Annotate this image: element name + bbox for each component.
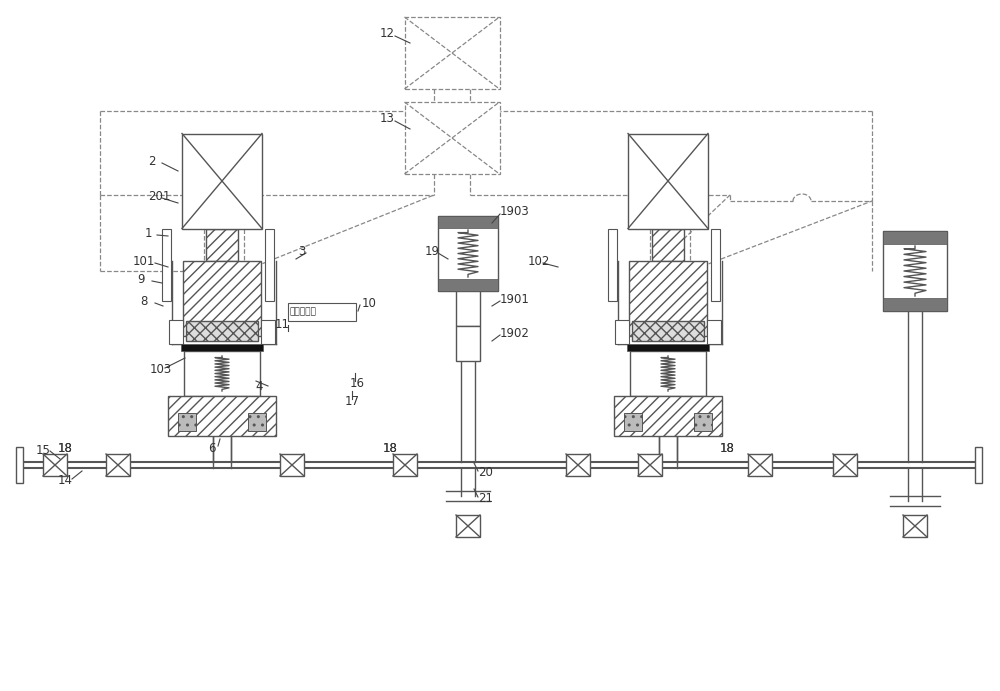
Bar bbox=[438, 279, 498, 291]
Bar bbox=[694, 413, 712, 431]
Bar bbox=[624, 413, 642, 431]
Bar bbox=[43, 454, 67, 476]
Text: 3: 3 bbox=[298, 245, 305, 258]
Text: 14: 14 bbox=[58, 475, 73, 487]
Text: 201: 201 bbox=[148, 189, 170, 202]
Bar bbox=[833, 454, 857, 476]
Text: 16: 16 bbox=[350, 377, 365, 390]
Text: 12: 12 bbox=[380, 26, 395, 39]
Bar bbox=[181, 344, 263, 351]
Bar bbox=[628, 133, 708, 229]
Bar bbox=[883, 231, 947, 244]
Bar bbox=[106, 454, 130, 476]
Text: 11: 11 bbox=[275, 317, 290, 330]
Text: 17: 17 bbox=[345, 395, 360, 408]
Bar bbox=[608, 229, 616, 301]
Text: 1: 1 bbox=[145, 227, 152, 240]
Bar bbox=[975, 447, 982, 483]
Text: 8: 8 bbox=[140, 294, 147, 307]
Bar bbox=[883, 231, 947, 311]
Bar bbox=[748, 454, 772, 476]
Bar bbox=[261, 320, 275, 344]
Text: 18: 18 bbox=[58, 442, 73, 455]
Text: 18: 18 bbox=[58, 442, 73, 455]
Bar bbox=[456, 515, 480, 537]
Bar bbox=[456, 326, 480, 361]
Bar bbox=[629, 261, 707, 336]
Bar bbox=[178, 413, 196, 431]
Text: 15: 15 bbox=[36, 444, 51, 457]
Bar bbox=[638, 454, 662, 476]
Bar bbox=[438, 216, 498, 228]
Bar bbox=[162, 229, 170, 301]
Bar bbox=[632, 321, 704, 341]
Bar bbox=[186, 321, 258, 341]
Bar bbox=[404, 102, 500, 174]
Bar bbox=[288, 303, 356, 321]
Text: 4: 4 bbox=[255, 379, 262, 392]
Bar bbox=[206, 229, 238, 261]
Text: 13: 13 bbox=[380, 111, 395, 124]
Bar bbox=[652, 229, 684, 261]
Text: 9: 9 bbox=[137, 272, 144, 285]
Text: 101: 101 bbox=[133, 254, 155, 267]
Text: 18: 18 bbox=[383, 442, 398, 455]
Bar bbox=[184, 351, 260, 396]
Text: 102: 102 bbox=[528, 254, 550, 267]
Text: 10: 10 bbox=[362, 296, 377, 310]
Bar bbox=[903, 515, 927, 537]
Text: 103: 103 bbox=[150, 363, 172, 375]
Bar bbox=[280, 454, 304, 476]
Text: 2: 2 bbox=[148, 155, 156, 167]
Bar bbox=[393, 454, 417, 476]
Text: 18: 18 bbox=[383, 442, 398, 455]
Bar bbox=[248, 413, 266, 431]
Text: 1901: 1901 bbox=[500, 292, 530, 305]
Text: 20: 20 bbox=[478, 466, 493, 480]
Text: 6: 6 bbox=[208, 442, 216, 455]
Bar bbox=[627, 344, 709, 351]
Bar bbox=[168, 396, 276, 436]
Text: 1902: 1902 bbox=[500, 327, 530, 339]
Bar bbox=[614, 396, 722, 436]
Bar bbox=[264, 229, 274, 301]
Text: 18: 18 bbox=[720, 442, 735, 455]
Bar bbox=[16, 447, 23, 483]
Bar bbox=[169, 320, 183, 344]
Text: 21: 21 bbox=[478, 493, 493, 506]
Text: 活性炭颗粒: 活性炭颗粒 bbox=[290, 307, 317, 316]
Bar bbox=[883, 298, 947, 311]
Bar bbox=[566, 454, 590, 476]
Bar bbox=[404, 17, 500, 89]
Text: 19: 19 bbox=[425, 245, 440, 258]
Bar bbox=[183, 261, 261, 336]
Text: 18: 18 bbox=[720, 442, 735, 455]
Bar bbox=[438, 216, 498, 291]
Bar bbox=[456, 291, 480, 326]
Bar bbox=[710, 229, 720, 301]
Bar bbox=[630, 351, 706, 396]
Text: 1903: 1903 bbox=[500, 205, 530, 218]
Bar bbox=[707, 320, 721, 344]
Bar bbox=[615, 320, 629, 344]
Bar bbox=[182, 133, 262, 229]
